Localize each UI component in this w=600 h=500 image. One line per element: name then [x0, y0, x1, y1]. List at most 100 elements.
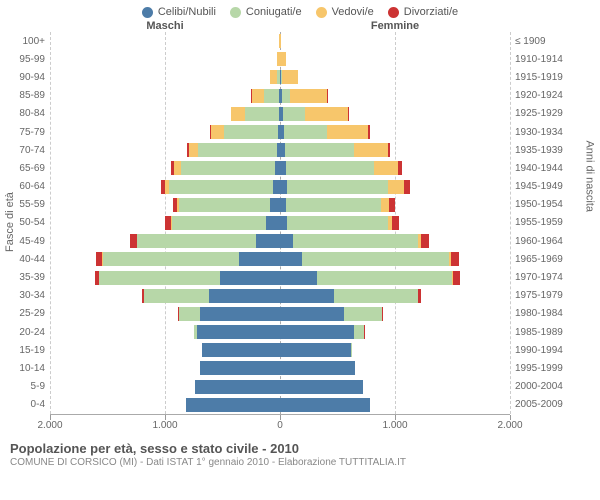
- bar-segment: [169, 180, 273, 194]
- table-row: 15-191990-1994: [0, 341, 600, 359]
- bar-zone: [50, 32, 510, 50]
- bar-zone: [50, 232, 510, 250]
- bar-zone: [50, 359, 510, 377]
- bar-segment: [354, 325, 364, 339]
- bar-segment: [280, 52, 286, 66]
- bar-segment: [280, 307, 344, 321]
- bar-segment: [266, 216, 280, 230]
- bar-segment: [327, 125, 368, 139]
- bar-segment: [280, 380, 363, 394]
- bar-zone: [50, 105, 510, 123]
- bar-segment: [189, 143, 199, 157]
- bar-segment: [172, 216, 266, 230]
- table-row: 0-4 2005-2009: [0, 396, 600, 414]
- table-row: 85-89 1920-1924: [0, 87, 600, 105]
- table-row: 75-79 1930-1934: [0, 123, 600, 141]
- age-label: 75-79: [0, 127, 50, 138]
- legend-swatch: [316, 7, 327, 18]
- bar-segment: [287, 180, 388, 194]
- birth-label: 1930-1934: [510, 127, 580, 138]
- table-row: 50-541955-1959: [0, 214, 600, 232]
- bar-segment: [256, 234, 280, 248]
- bar-segment: [231, 107, 245, 121]
- chart-container: Celibi/NubiliConiugati/eVedovi/eDivorzia…: [0, 0, 600, 500]
- bar-segment: [382, 307, 383, 321]
- birth-label: 1995-1999: [510, 363, 580, 374]
- age-label: 0-4: [0, 399, 50, 410]
- bar-segment: [293, 234, 418, 248]
- chart-title: Popolazione per età, sesso e stato civil…: [0, 437, 600, 456]
- birth-label: 1935-1939: [510, 145, 580, 156]
- bar-segment: [398, 161, 403, 175]
- bar-segment: [280, 180, 287, 194]
- pyramid-rows: 100+≤ 190995-991910-191490-941915-191985…: [0, 32, 600, 414]
- age-label: 5-9: [0, 381, 50, 392]
- bar-segment: [368, 125, 370, 139]
- bar-segment: [280, 252, 302, 266]
- bar-segment: [283, 107, 305, 121]
- birth-label: 1960-1964: [510, 236, 580, 247]
- table-row: 45-491960-1964: [0, 232, 600, 250]
- bar-segment: [286, 198, 380, 212]
- bar-segment: [137, 234, 255, 248]
- birth-label: 1970-1974: [510, 272, 580, 283]
- bar-segment: [239, 252, 280, 266]
- bar-segment: [200, 307, 281, 321]
- age-label: 30-34: [0, 290, 50, 301]
- age-label: 95-99: [0, 54, 50, 65]
- table-row: 80-841925-1929: [0, 105, 600, 123]
- bar-segment: [280, 34, 281, 48]
- age-label: 15-19: [0, 345, 50, 356]
- age-label: 60-64: [0, 181, 50, 192]
- legend-swatch: [388, 7, 399, 18]
- table-row: 5-9 2000-2004: [0, 378, 600, 396]
- bar-segment: [202, 343, 280, 357]
- bar-segment: [280, 325, 354, 339]
- x-tick-label: 2.000: [497, 420, 522, 431]
- bar-segment: [179, 307, 200, 321]
- y-right-axis-title: Anni di nascita: [584, 140, 596, 212]
- legend-label: Coniugati/e: [246, 6, 302, 18]
- table-row: 35-39 1970-1974: [0, 268, 600, 286]
- bar-segment: [404, 180, 410, 194]
- bar-segment: [284, 125, 327, 139]
- bar-segment: [280, 361, 355, 375]
- bar-zone: [50, 250, 510, 268]
- bar-segment: [317, 271, 453, 285]
- bar-segment: [374, 161, 398, 175]
- age-label: 70-74: [0, 145, 50, 156]
- age-label: 85-89: [0, 90, 50, 101]
- bar-segment: [245, 107, 278, 121]
- legend-item: Vedovi/e: [316, 6, 374, 18]
- bar-zone: [50, 341, 510, 359]
- bar-zone: [50, 178, 510, 196]
- birth-label: 1980-1984: [510, 308, 580, 319]
- table-row: 100+≤ 1909: [0, 32, 600, 50]
- table-row: 10-141995-1999: [0, 359, 600, 377]
- bar-segment: [280, 271, 317, 285]
- bar-segment: [351, 343, 352, 357]
- x-axis: 2.0001.00001.0002.000: [50, 414, 510, 437]
- table-row: 95-991910-1914: [0, 50, 600, 68]
- birth-label: 1925-1929: [510, 108, 580, 119]
- bar-segment: [280, 216, 287, 230]
- bar-segment: [144, 289, 208, 303]
- y-left-axis-title: Fasce di età: [4, 192, 16, 252]
- age-label: 35-39: [0, 272, 50, 283]
- header-males: Maschi: [50, 20, 280, 32]
- bar-segment: [264, 89, 279, 103]
- table-row: 30-341975-1979: [0, 287, 600, 305]
- birth-label: ≤ 1909: [510, 36, 580, 47]
- bar-segment: [179, 198, 270, 212]
- bar-segment: [99, 271, 220, 285]
- table-row: 65-691940-1944: [0, 159, 600, 177]
- bar-segment: [348, 107, 349, 121]
- birth-label: 1965-1969: [510, 254, 580, 265]
- bar-segment: [280, 289, 334, 303]
- birth-label: 1920-1924: [510, 90, 580, 101]
- birth-label: 2000-2004: [510, 381, 580, 392]
- bar-segment: [381, 198, 389, 212]
- bar-segment: [181, 161, 275, 175]
- birth-label: 2005-2009: [510, 399, 580, 410]
- bar-segment: [280, 398, 370, 412]
